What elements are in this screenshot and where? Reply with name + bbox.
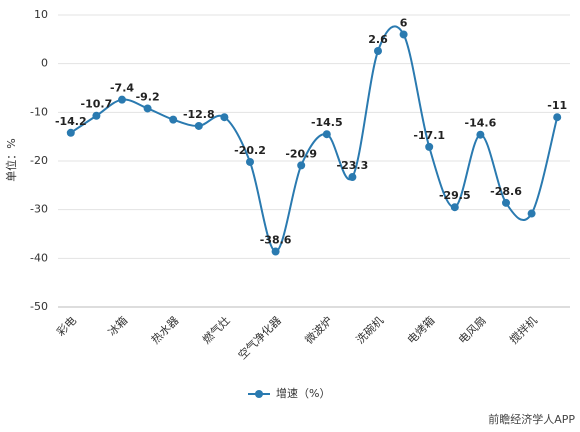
data-label: -38.6 [260, 234, 292, 247]
data-label: -23.3 [337, 159, 369, 172]
y-tick-label: 10 [34, 8, 48, 21]
data-label: -20.2 [234, 144, 266, 157]
point [425, 142, 434, 151]
y-tick-label: -10 [30, 105, 48, 118]
line [70, 25, 559, 253]
x-tick-label: 电烤箱 [404, 313, 437, 346]
x-tick-label: 空气净化器 [235, 313, 284, 362]
data-label: -10.7 [81, 98, 113, 111]
point [169, 115, 178, 124]
data-label: -28.6 [490, 185, 522, 198]
point [271, 247, 280, 256]
point [66, 128, 75, 137]
y-axis-label: 单位：% [4, 138, 18, 181]
y-tick-label: -30 [30, 203, 48, 216]
x-tick-label: 搅拌机 [507, 313, 540, 346]
data-label: -12.8 [183, 108, 215, 121]
x-tick-label: 洗碗机 [353, 313, 386, 346]
point [322, 130, 331, 139]
point [143, 104, 152, 113]
point [194, 121, 203, 130]
x-tick-label: 燃气灶 [199, 313, 232, 346]
point [118, 95, 126, 104]
point [450, 203, 459, 212]
legend-label: 增速（%） [276, 386, 330, 400]
point [374, 47, 382, 56]
x-tick-label: 热水器 [149, 314, 182, 347]
point [246, 157, 254, 166]
y-tick-label: 0 [41, 57, 48, 70]
point [348, 173, 357, 182]
x-tick-label: 彩电 [54, 314, 79, 339]
data-label: 6 [400, 16, 408, 29]
point [399, 30, 408, 39]
point [527, 209, 536, 218]
legend-marker [255, 390, 263, 398]
x-tick-label: 电风扇 [455, 313, 488, 346]
y-tick-label: -20 [30, 154, 48, 167]
data-label: -20.9 [285, 147, 317, 160]
y-tick-label: -50 [30, 300, 48, 313]
point [476, 130, 485, 139]
point [553, 113, 562, 122]
data-label: -14.6 [465, 117, 497, 130]
y-tick-label: -40 [30, 251, 48, 264]
source: 前瞻经济学人APP [488, 412, 575, 426]
data-label: -7.4 [110, 82, 134, 95]
point [92, 111, 101, 120]
data-label: 2.6 [368, 33, 388, 46]
data-label: -11 [547, 99, 567, 112]
data-label: -9.2 [136, 90, 160, 103]
data-label: -29.5 [439, 189, 471, 202]
point [297, 161, 306, 170]
data-label: -14.2 [55, 115, 87, 128]
point [220, 113, 229, 122]
x-tick-label: 微波炉 [302, 313, 335, 346]
data-label: -17.1 [413, 129, 445, 142]
x-tick-label: 冰箱 [105, 313, 130, 338]
data-label: -14.5 [311, 116, 343, 129]
point [502, 198, 510, 207]
